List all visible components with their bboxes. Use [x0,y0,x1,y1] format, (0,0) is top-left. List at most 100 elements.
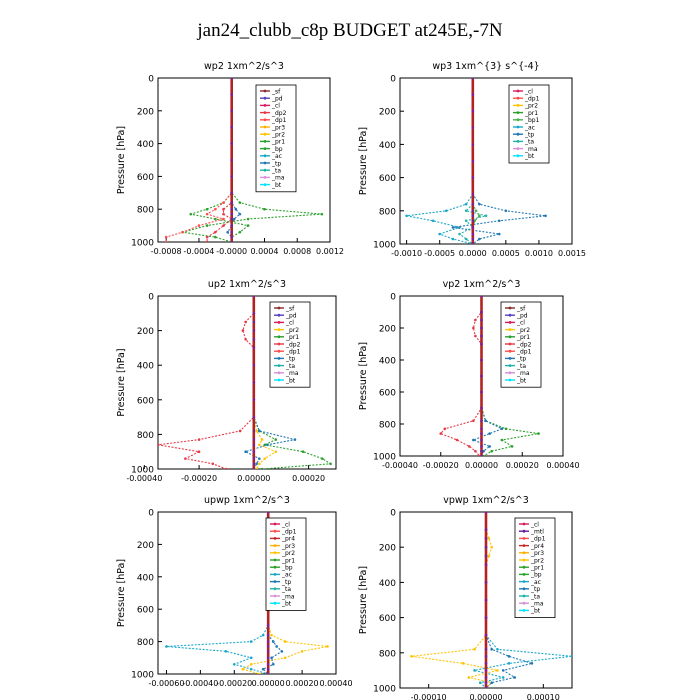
y-tick-label: 800 [379,421,396,431]
x-tick-label: 0.00000 [252,679,285,688]
data-point [510,445,514,448]
data-point [158,443,160,447]
data-point [270,656,273,660]
legend-marker [522,522,526,526]
data-point [467,445,471,448]
data-point [484,616,488,619]
data-point [249,667,253,671]
data-point [490,545,494,549]
legend-label: _pd [285,313,297,320]
series-line-ac [166,512,269,674]
data-point [266,624,270,627]
legend-marker [516,147,520,151]
legend-label: _ta [516,363,526,370]
data-point [480,432,483,435]
data-point [238,201,242,204]
data-point [405,214,408,218]
data-point [478,454,481,456]
chart-panel-5: upwp 1xm^2/s^3 Pressure [hPa] 0 200 400 600 80… [116,495,353,688]
data-point [487,537,491,540]
legend-marker [516,96,520,100]
data-point [471,226,475,229]
legend-marker [263,104,267,107]
legend-marker [508,313,512,317]
data-point [471,78,475,80]
legend-marker [508,328,512,331]
x-tick-label: 0.0012 [316,247,344,256]
data-point [478,202,481,206]
data-point [484,669,488,672]
legend-label: _dp2 [285,341,301,348]
legend-label: _pr1 [524,110,538,117]
series-line-dp2 [158,296,255,469]
y-tick-label: 800 [379,207,396,217]
data-point [464,202,468,206]
legend-label: _ma [530,601,544,608]
data-point [488,445,491,448]
y-axis-label: Pressure [hPa] [358,566,369,634]
y-tick-label: 1000 [131,239,154,249]
data-point [530,662,534,665]
x-tick-label: 0.0005 [492,249,520,258]
legend-label: _pr1 [516,334,530,341]
legend-marker [273,537,277,540]
series-line-dp2 [439,296,483,456]
data-point [484,419,487,423]
legend-label: _bt [271,182,282,189]
legend-marker [522,609,526,612]
legend-label: _pr4 [530,543,544,550]
data-point [471,109,475,113]
legend-label: _cl [281,521,290,528]
x-tick-label: 0.00010 [527,693,560,700]
data-point [181,230,184,234]
series-line-pr2 [411,512,498,688]
data-point [300,650,304,653]
data-point [252,450,256,454]
data-point [484,214,488,218]
legend-label: _pr2 [285,327,299,334]
data-point [252,462,256,466]
x-tick-label: 0.0010 [525,249,553,258]
data-point [266,672,270,674]
legend-label: _pr1 [281,557,295,564]
x-tick-label: -0.00020 [181,474,217,483]
legend-label: _sf [271,88,281,95]
legend-label: _ac [524,124,535,131]
data-point [261,667,265,671]
data-point [471,237,475,241]
data-point [230,230,234,234]
y-tick-label: 0 [148,509,154,519]
data-point [513,676,516,679]
data-point [258,457,261,460]
legend-label: _cl [530,521,539,528]
data-point [471,176,475,179]
data-point [252,438,256,441]
data-point [480,419,483,423]
legend-marker [522,529,526,533]
data-point [214,235,217,239]
legend-label: _ta [271,168,281,175]
series-line-pr1 [182,78,322,242]
data-point [478,237,481,241]
chart-panel-1: wp2 1xm^2/s^3 Pressure [hPa] 0 200 400 600 800… [116,61,344,256]
legend-label: _ac [271,153,282,160]
chart-panel-6: vpwp 1xm^2/s^3 Pressure [hPa] 0 200 400 600 80… [358,495,573,700]
data-point [439,432,443,435]
legend-label: _sf [516,305,526,312]
legend-marker [277,342,281,346]
legend-marker [277,378,281,382]
legend-label: _pr2 [281,550,295,557]
legend-label: _ta [285,363,295,370]
data-point [472,419,475,423]
data-point [480,390,483,394]
data-point [484,563,488,567]
legend-label: _bt [530,608,541,615]
series-line-tp [226,78,241,242]
series-line-ac [406,78,474,244]
data-point [496,669,499,672]
legend-label: _pr2 [516,327,530,334]
legend-label: _cl [271,103,280,110]
data-point [249,640,253,643]
data-point [244,450,247,454]
legend-label: _tp [524,132,534,139]
